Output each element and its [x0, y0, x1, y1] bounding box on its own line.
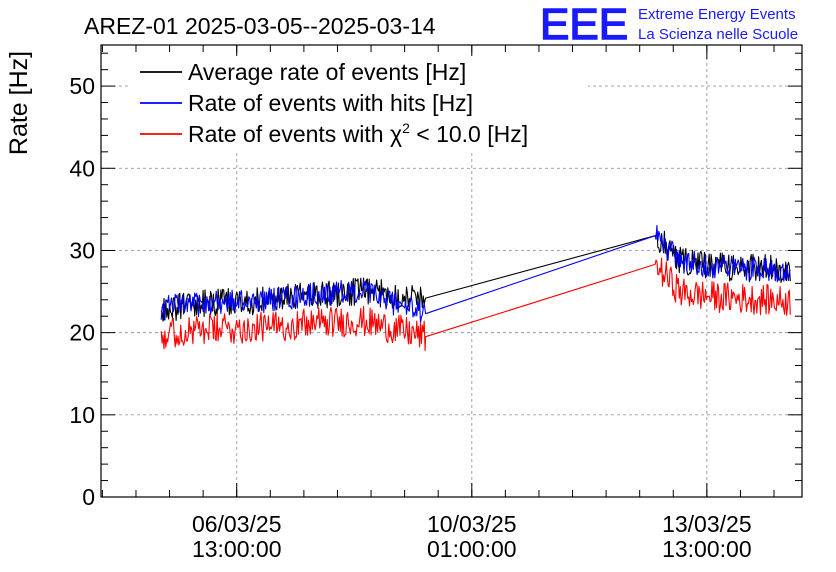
series-line-3 [160, 257, 791, 352]
y-tick-label: 0 [82, 484, 95, 510]
chart-title: AREZ-01 2025-03-05--2025-03-14 [84, 13, 436, 39]
x-tick-label-time: 13:00:00 [662, 536, 752, 562]
y-tick-label: 40 [69, 155, 95, 181]
y-tick-label: 20 [69, 320, 95, 346]
y-tick-label: 10 [69, 402, 95, 428]
axes: 0102030405006/03/2513:00:0010/03/2501:00… [69, 45, 802, 562]
x-tick-label-date: 10/03/25 [427, 511, 517, 537]
legend-entry: Average rate of events [Hz] [188, 59, 466, 85]
x-tick-label-time: 01:00:00 [427, 536, 517, 562]
y-tick-label: 30 [69, 237, 95, 263]
eee-logo-mark: EEE [540, 0, 628, 49]
x-tick-label-date: 13/03/25 [662, 511, 752, 537]
eee-logo-line2: La Scienza nelle Scuole [638, 26, 798, 43]
eee-logo: EEE Extreme Energy Events La Scienza nel… [539, 0, 798, 50]
legend-box [128, 56, 588, 152]
data-series [160, 225, 791, 352]
legend: Average rate of events [Hz] Rate of event… [128, 56, 588, 152]
x-tick-label-time: 13:00:00 [192, 536, 282, 562]
legend-entry: Rate of events with χ2 < 10.0 [Hz] [188, 120, 528, 147]
x-tick-label-date: 06/03/25 [192, 511, 282, 537]
series-line-2 [160, 225, 791, 324]
eee-logo-line1: Extreme Energy Events [638, 6, 796, 23]
plot-frame [100, 44, 803, 498]
series-line-1 [160, 228, 791, 322]
y-tick-label: 50 [69, 73, 95, 99]
legend-entry: Rate of events with hits [Hz] [188, 90, 473, 116]
y-axis-label: Rate [Hz] [5, 51, 33, 155]
